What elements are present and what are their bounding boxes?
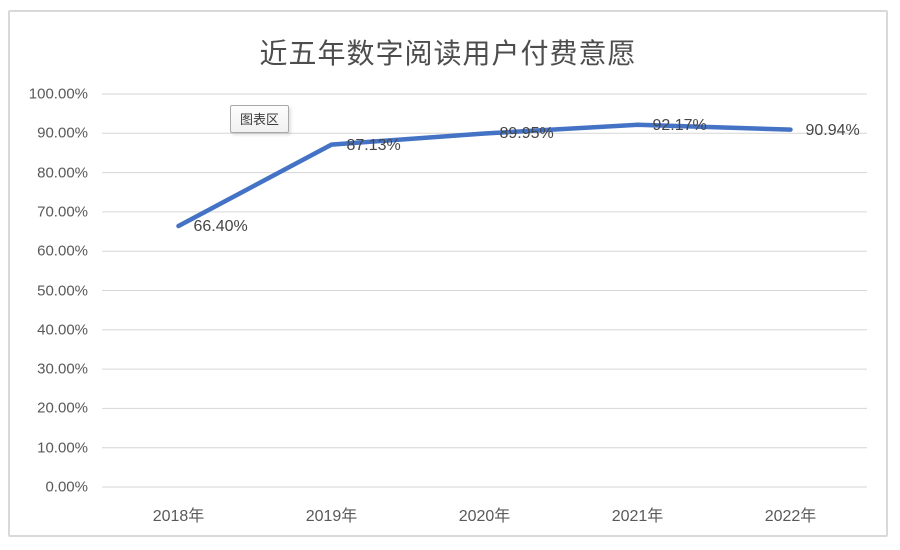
series-line[interactable]: [176, 122, 793, 229]
chart-title: 近五年数字阅读用户付费意愿: [259, 38, 637, 69]
x-axis-tick-label: 2019年: [305, 508, 358, 525]
data-point-label: 89.95%: [499, 125, 554, 143]
y-axis-tick-label: 30.00%: [37, 360, 88, 378]
x-axis-tick-label: 2020年: [458, 508, 511, 525]
chart-area-tooltip-label: 图表区: [240, 112, 280, 127]
y-axis-tick-label: 70.00%: [37, 203, 88, 221]
y-axis-tick-label: 60.00%: [37, 242, 88, 260]
y-axis-tick-label: 40.00%: [37, 321, 88, 339]
data-point-label: 90.94%: [805, 121, 860, 139]
data-point-label: 92.17%: [652, 116, 707, 134]
y-axis-tick-label: 80.00%: [37, 164, 88, 182]
x-axis-tick-label: 2018年: [152, 508, 205, 525]
y-axis-tick-label: 20.00%: [37, 399, 88, 417]
y-axis-tick-label: 90.00%: [37, 124, 88, 142]
y-axis-tick-label: 10.00%: [37, 439, 88, 457]
y-axis-tick-label: 50.00%: [37, 282, 88, 299]
data-point-label: 87.13%: [346, 136, 401, 154]
data-point-label: 66.40%: [193, 218, 248, 236]
x-axis-tick-label: 2021年: [611, 508, 664, 525]
x-axis-tick-label: 2022年: [764, 508, 817, 525]
chart-area[interactable]: 近五年数字阅读用户付费意愿: [8, 10, 888, 537]
y-axis-tick-label: 100.00%: [28, 85, 88, 103]
y-axis-tick-label: 0.00%: [45, 478, 88, 496]
chart-area-tooltip: 图表区: [230, 105, 290, 133]
